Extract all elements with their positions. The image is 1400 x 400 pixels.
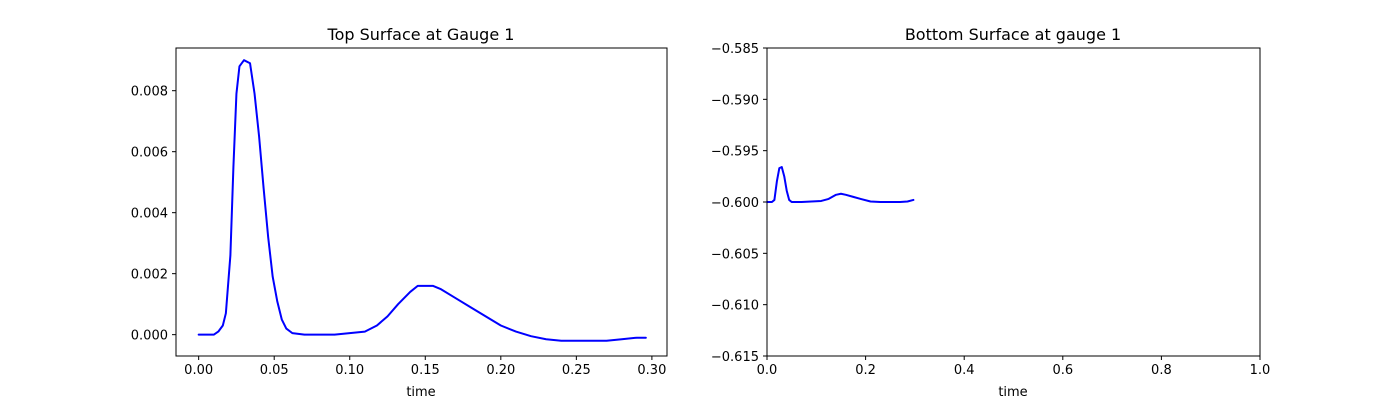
x-ticks: 0.00 0.05 0.10 0.15 0.20 0.25 0.30 — [184, 356, 666, 378]
y-tick-label: −0.595 — [711, 145, 759, 160]
x-axis-label: time — [998, 385, 1027, 400]
series-layer — [197, 59, 647, 342]
x-tick-label: 0.2 — [855, 363, 876, 378]
chart-title: Top Surface at Gauge 1 — [327, 25, 515, 44]
y-tick-label: −0.590 — [711, 93, 759, 108]
y-tick-label: −0.605 — [711, 247, 759, 262]
y-tick-label: 0.008 — [131, 85, 168, 100]
chart-title: Bottom Surface at gauge 1 — [905, 25, 1121, 44]
chart-top-surface: Top Surface at Gauge 1 0.00 0.05 0.10 0.15 0… — [131, 25, 668, 400]
x-ticks: 0.0 0.2 0.4 0.6 0.8 1.0 — [757, 356, 1271, 378]
plot-frame — [766, 47, 1261, 357]
chart-bottom-surface: Bottom Surface at gauge 1 0.0 0.2 0.4 0.6 0.… — [711, 25, 1270, 400]
y-tick-label: 0.000 — [131, 329, 168, 344]
series-line — [197, 59, 647, 342]
x-tick-label: 0.8 — [1151, 363, 1172, 378]
x-tick-label: 0.10 — [335, 363, 364, 378]
x-axis-label: time — [406, 385, 435, 400]
x-tick-label: 0.30 — [637, 363, 666, 378]
x-tick-label: 0.20 — [486, 363, 515, 378]
x-tick-label: 0.0 — [757, 363, 778, 378]
x-tick-label: 0.05 — [260, 363, 289, 378]
x-tick-label: 1.0 — [1250, 363, 1271, 378]
y-tick-label: −0.585 — [711, 42, 759, 57]
x-tick-label: 0.00 — [184, 363, 213, 378]
series-layer — [766, 166, 915, 203]
x-tick-label: 0.15 — [411, 363, 440, 378]
y-ticks: 0.000 0.002 0.004 0.006 0.008 — [131, 85, 176, 344]
x-tick-label: 0.4 — [954, 363, 975, 378]
x-tick-label: 0.6 — [1052, 363, 1073, 378]
plot-frame — [175, 47, 668, 357]
y-tick-label: −0.615 — [711, 350, 759, 365]
x-tick-label: 0.25 — [562, 363, 591, 378]
series-line — [766, 166, 915, 203]
y-tick-label: 0.002 — [131, 268, 168, 283]
y-tick-label: −0.600 — [711, 196, 759, 211]
y-tick-label: −0.610 — [711, 299, 759, 314]
y-tick-label: 0.004 — [131, 207, 168, 222]
y-tick-label: 0.006 — [131, 146, 168, 161]
y-ticks: −0.615 −0.610 −0.605 −0.600 −0.595 −0.590 −0.5… — [711, 42, 767, 365]
